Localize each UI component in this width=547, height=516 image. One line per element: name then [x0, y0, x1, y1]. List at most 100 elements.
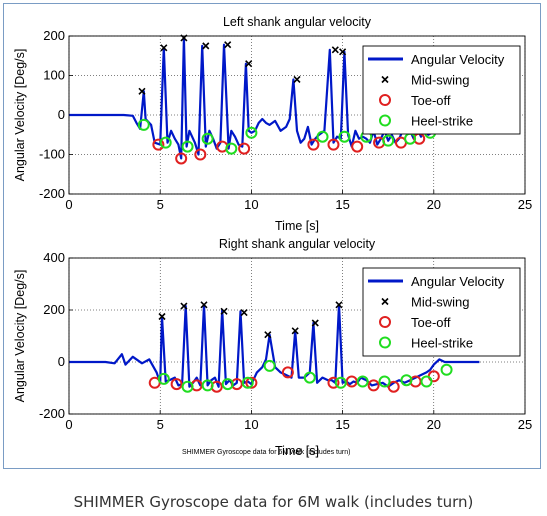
legend-label: Heel-strike: [411, 114, 473, 129]
mid-swing-marker: [158, 312, 166, 321]
toe-off-marker: [194, 148, 207, 161]
heel-strike-marker: [245, 126, 258, 139]
mid-swing-marker: [291, 327, 299, 335]
toe-off-marker: [327, 138, 340, 151]
mid-swing-marker: [264, 331, 272, 339]
heel-strike-marker: [159, 136, 172, 149]
x-tick-label: 15: [335, 197, 349, 212]
toe-off-marker: [387, 380, 400, 393]
mid-swing-marker: [200, 301, 208, 309]
chart-2: [68, 257, 526, 415]
x-tick-label: 25: [518, 197, 532, 212]
y-tick-label: 100: [43, 68, 65, 83]
chart-title: Right shank angular velocity: [219, 237, 376, 251]
y-tick-label: -100: [39, 147, 65, 162]
toe-off-marker: [351, 140, 364, 153]
toe-off-marker: [170, 378, 183, 391]
legend-label: Toe-off: [411, 315, 451, 330]
y-axis-label: Angular Velocity [Deg/s]: [13, 270, 27, 403]
y-tick-label: 0: [58, 354, 65, 369]
heel-strike-marker: [225, 142, 238, 155]
y-tick-label: 0: [58, 107, 65, 122]
mid-swing-marker: [331, 46, 339, 54]
x-tick-label: 10: [244, 197, 258, 212]
mid-swing-marker: [138, 87, 146, 95]
axes-frame: [68, 35, 526, 195]
toe-off-marker: [175, 152, 188, 165]
heel-strike-marker: [378, 375, 391, 388]
legend-label: Heel-strike: [411, 336, 473, 351]
heel-strike-marker: [316, 130, 329, 143]
x-tick-label: 5: [157, 197, 164, 212]
legend-toeoff-swatch: [379, 94, 391, 106]
x-axis-label: Time [s]: [275, 444, 319, 458]
heel-strike-marker: [221, 378, 234, 391]
heel-strike-marker: [440, 363, 453, 376]
heel-strike-marker: [263, 359, 276, 372]
legend-label: Angular Velocity: [411, 274, 505, 289]
mid-swing-marker: [293, 75, 301, 84]
legend-x-swatch: [381, 75, 389, 84]
y-tick-label: -200: [39, 406, 65, 421]
legend-heelstrike-swatch: [379, 114, 391, 127]
mid-swing-marker: [220, 307, 228, 315]
mid-swing-marker: [245, 60, 253, 68]
legend-label: Toe-off: [411, 93, 451, 108]
figure-caption: SHIMMER Gyroscope data for 6M walk (incl…: [73, 493, 474, 511]
heel-strike-marker: [420, 375, 433, 388]
toe-off-marker: [245, 376, 258, 389]
y-axis-label: Angular Velocity [Deg/s]: [13, 49, 27, 182]
angular-velocity-line: [69, 36, 453, 160]
y-tick-label: 400: [43, 250, 65, 265]
figure-frame: 0 5 10 15 20 25 200 100 0 -100 -200 Angular Velocit…: [3, 3, 541, 469]
mid-swing-marker: [335, 301, 343, 309]
heel-strike-marker: [181, 380, 194, 393]
heel-strike-marker: [201, 379, 214, 392]
heel-strike-marker: [181, 140, 194, 153]
legend-label: Mid-swing: [411, 73, 470, 88]
x-tick-label: 0: [65, 197, 72, 212]
y-tick-label: -200: [39, 186, 65, 201]
axes-frame: [68, 257, 526, 415]
legend-label: Angular Velocity: [411, 52, 505, 67]
mid-swing-marker: [339, 48, 347, 56]
heel-strike-marker: [382, 134, 395, 147]
x-axis-label: Time [s]: [275, 219, 319, 233]
mid-swing-marker: [311, 319, 319, 327]
x-tick-label: 10: [244, 417, 258, 432]
heel-strike-marker: [334, 376, 347, 389]
heel-strike-marker: [157, 372, 170, 385]
mid-swing-marker: [240, 309, 248, 317]
x-tick-label: 20: [427, 417, 441, 432]
heel-strike-marker: [137, 118, 150, 131]
mid-swing-marker: [202, 42, 210, 50]
legend-x-swatch: [381, 297, 389, 306]
inner-caption: SHIMMER Gyroscope data for 6M walk (incl…: [182, 449, 351, 456]
chart-title: Left shank angular velocity: [223, 15, 372, 29]
heel-strike-marker: [356, 375, 369, 388]
toe-off-marker: [367, 379, 380, 392]
toe-off-marker: [307, 138, 320, 151]
x-tick-label: 15: [335, 417, 349, 432]
toe-off-marker: [281, 366, 294, 379]
mid-swing-marker: [224, 41, 232, 49]
mid-swing-marker: [160, 44, 168, 52]
x-tick-label: 20: [427, 197, 441, 212]
heel-strike-marker: [201, 132, 214, 145]
chart-1: [68, 34, 526, 195]
legend-toeoff-swatch: [379, 316, 391, 328]
legend-heelstrike-swatch: [379, 336, 391, 349]
mid-swing-marker: [180, 302, 188, 310]
y-tick-label: 200: [43, 302, 65, 317]
toe-off-marker: [327, 376, 340, 389]
toe-off-marker: [152, 138, 165, 151]
heel-strike-marker: [303, 371, 316, 384]
toe-off-marker: [238, 142, 251, 155]
x-tick-label: 5: [157, 417, 164, 432]
heel-strike-marker: [241, 376, 254, 389]
heel-strike-marker: [338, 130, 351, 143]
x-tick-label: 0: [65, 417, 72, 432]
y-tick-label: 200: [43, 28, 65, 43]
heel-strike-marker: [400, 374, 413, 387]
